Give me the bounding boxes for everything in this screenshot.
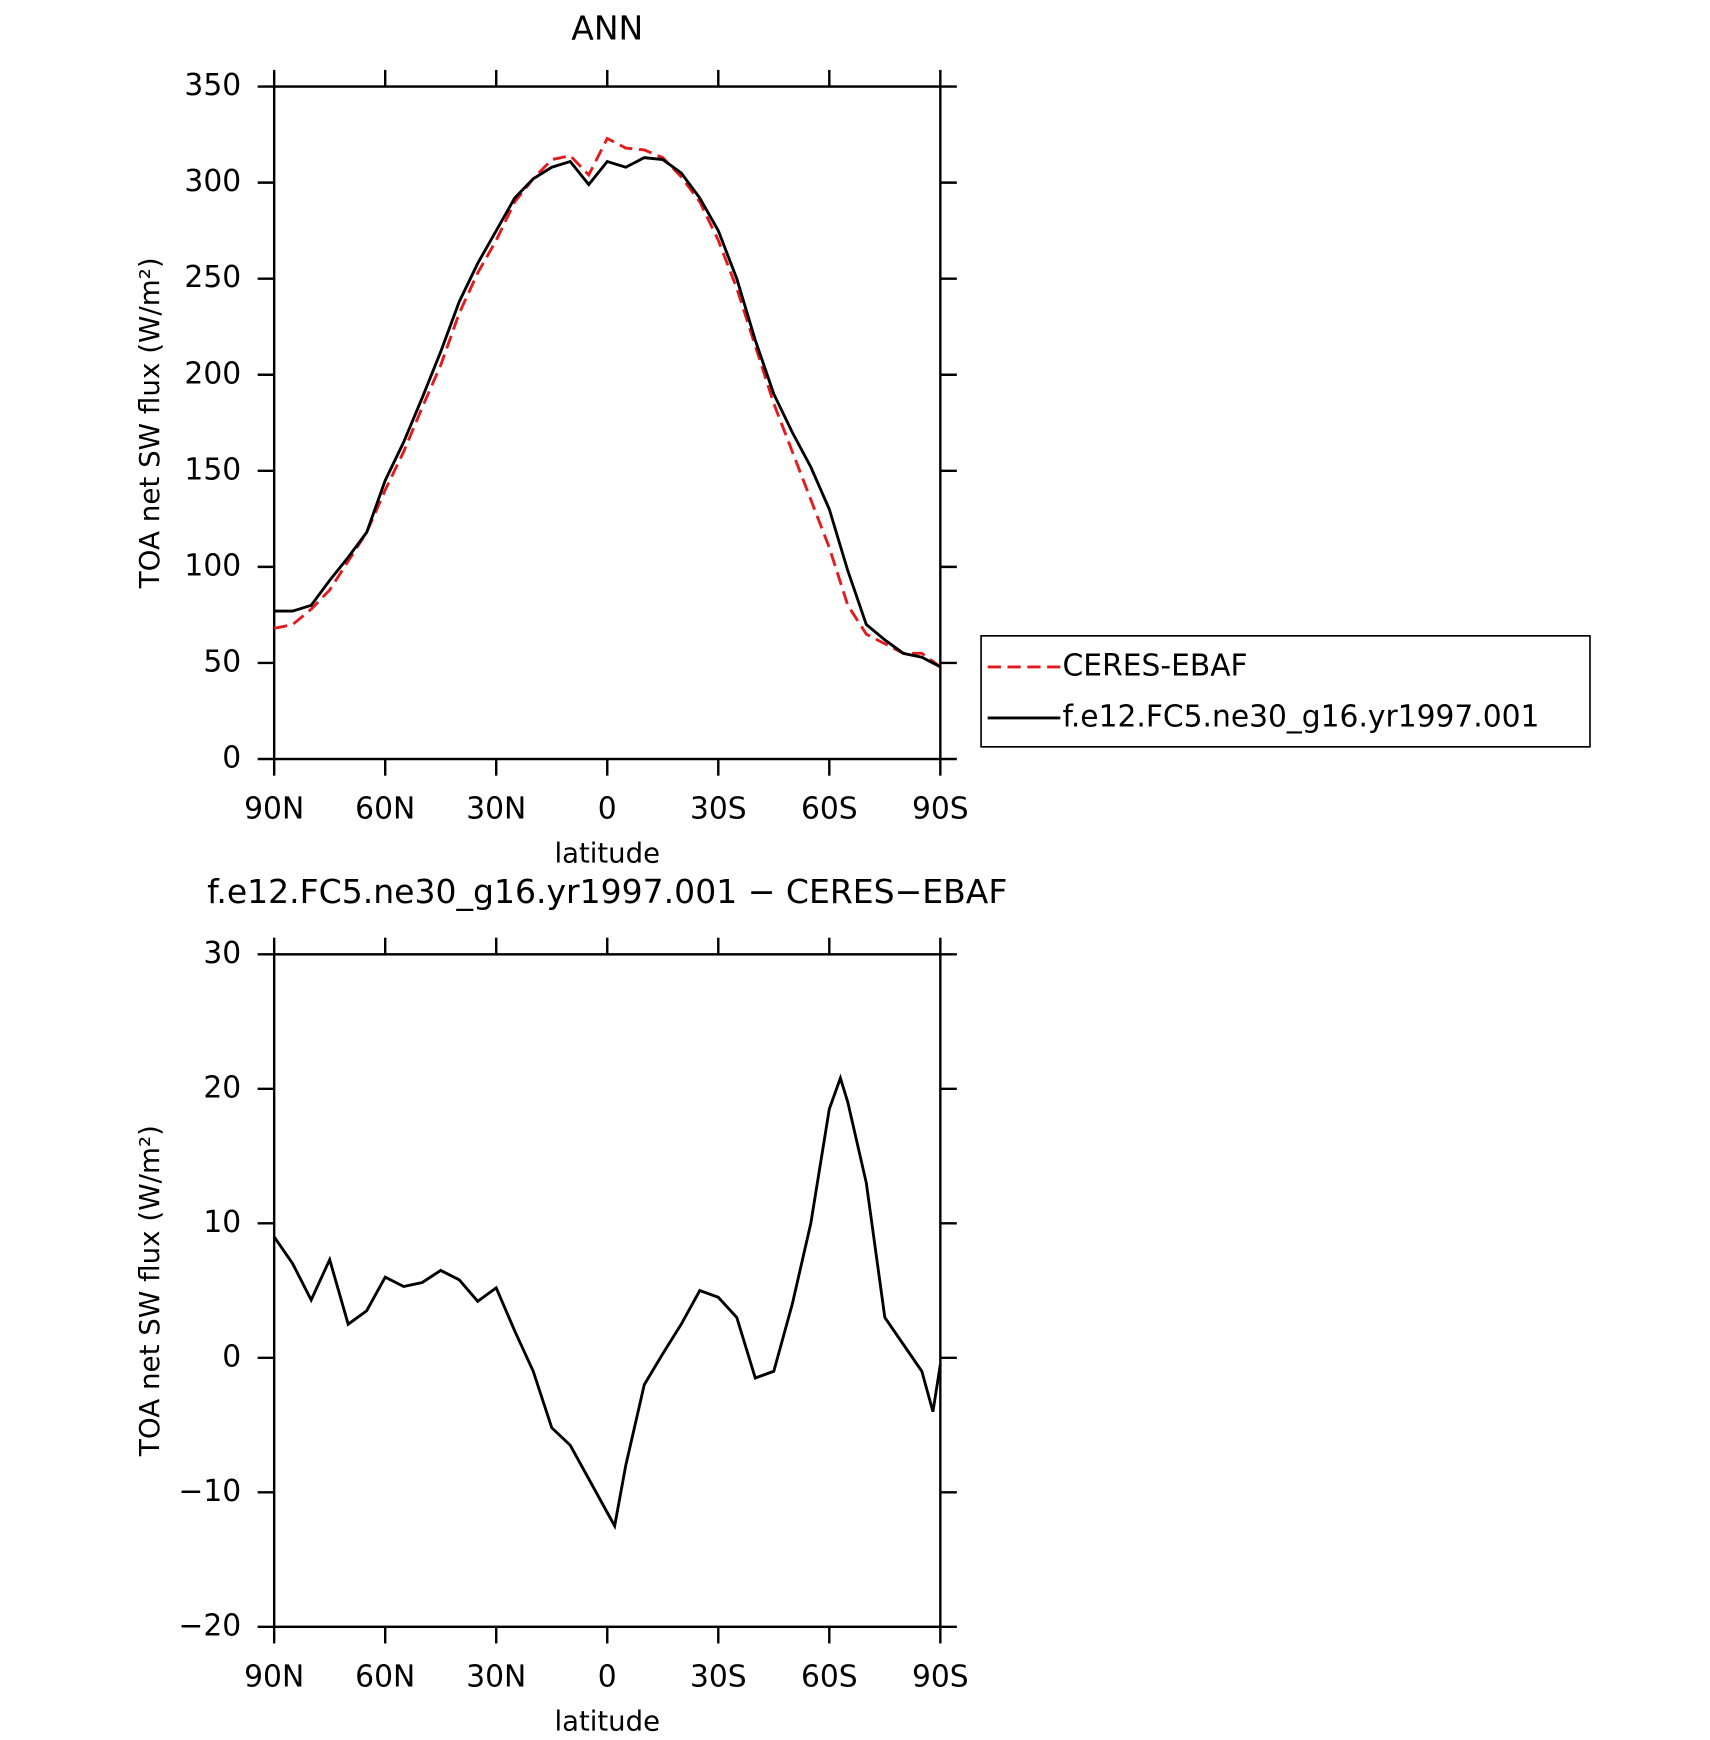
x-tick-label: 60N xyxy=(355,792,415,827)
y-tick-label: 300 xyxy=(184,164,241,199)
chart-title: ANN xyxy=(571,8,643,47)
series-line xyxy=(274,156,941,669)
x-tick-label: 90N xyxy=(244,792,304,827)
y-tick-label: 350 xyxy=(184,68,241,103)
x-tick-label: 0 xyxy=(598,1659,617,1694)
x-tick-label: 90S xyxy=(912,792,969,827)
x-tick-label: 60S xyxy=(801,792,858,827)
y-tick-label: 200 xyxy=(184,356,241,391)
x-tick-label: 30S xyxy=(690,1659,747,1694)
x-tick-label: 30S xyxy=(690,792,747,827)
y-tick-label: 20 xyxy=(203,1070,241,1105)
x-tick-label: 90N xyxy=(244,1659,304,1694)
y-tick-label: 0 xyxy=(222,740,241,775)
y-tick-label: 10 xyxy=(203,1205,241,1240)
y-tick-label: −10 xyxy=(178,1474,241,1509)
x-axis-label: latitude xyxy=(554,1704,660,1737)
y-tick-label: −20 xyxy=(178,1608,241,1643)
x-tick-label: 90S xyxy=(912,1659,969,1694)
y-tick-label: 0 xyxy=(222,1339,241,1374)
x-tick-label: 0 xyxy=(598,792,617,827)
x-tick-label: 60N xyxy=(355,1659,415,1694)
x-tick-label: 30N xyxy=(466,1659,526,1694)
chart-title: f.e12.FC5.ne30_g16.yr1997.001 − CERES−EB… xyxy=(207,872,1007,911)
y-axis-label: TOA net SW flux (W/m²) xyxy=(133,257,166,589)
y-tick-label: 150 xyxy=(184,452,241,487)
y-axis-label: TOA net SW flux (W/m²) xyxy=(133,1125,166,1457)
x-tick-label: 30N xyxy=(466,792,526,827)
legend-label: CERES-EBAF xyxy=(1063,648,1248,683)
x-axis-label: latitude xyxy=(554,836,660,869)
y-tick-label: 100 xyxy=(184,548,241,583)
y-tick-label: 30 xyxy=(203,936,241,971)
y-tick-label: 50 xyxy=(203,644,241,679)
plot-frame xyxy=(272,953,942,1629)
legend-label: f.e12.FC5.ne30_g16.yr1997.001 xyxy=(1063,699,1540,734)
x-tick-label: 60S xyxy=(801,1659,858,1694)
legend-box xyxy=(980,635,1591,748)
y-tick-label: 250 xyxy=(184,260,241,295)
series-line xyxy=(272,1073,942,1531)
series-line xyxy=(273,136,942,668)
plot-frame xyxy=(272,85,942,761)
